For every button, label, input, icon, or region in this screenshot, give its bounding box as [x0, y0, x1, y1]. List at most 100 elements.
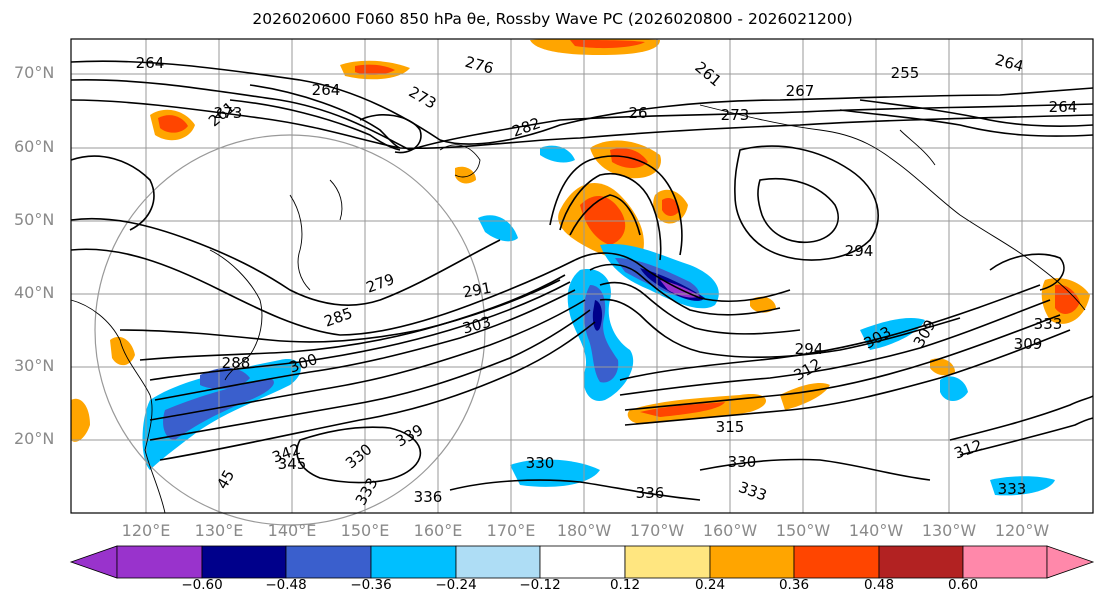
contour-line: [154, 289, 576, 401]
lon-label: 120°E: [121, 521, 171, 540]
contour-label: 309: [1014, 335, 1043, 353]
coastline: [329, 179, 343, 221]
contour-label: 255: [891, 64, 920, 82]
contour-label: 273: [214, 104, 243, 122]
coastline: [209, 249, 263, 381]
contour-line: [989, 253, 1065, 291]
colorbar-tick-label: 0.48: [863, 577, 895, 593]
contour-line: [859, 99, 1094, 127]
contour-line: [559, 173, 662, 261]
colorbar-segment: [116, 545, 203, 579]
contour-line: [149, 309, 591, 441]
colorbar: [69, 545, 1095, 579]
lon-label: 170°W: [629, 521, 685, 540]
contour-line: [149, 299, 586, 421]
coastline: [899, 129, 936, 166]
colorbar-tick-label: 0.36: [778, 577, 810, 593]
colorbar-segment: [624, 545, 711, 579]
contour-line: [249, 84, 401, 149]
grid-lines: [71, 39, 1093, 526]
shade-patch: [640, 402, 725, 417]
contour-line: [70, 155, 155, 231]
lat-label: 40°N: [14, 283, 55, 302]
lon-label: 150°E: [340, 521, 390, 540]
shade-patch: [200, 367, 250, 390]
contour-line: [229, 99, 401, 151]
shade-patch: [1055, 284, 1080, 314]
contour-lines: [70, 60, 1094, 501]
contour-line: [959, 417, 1094, 456]
contour-line: [70, 248, 576, 336]
shade-patch: [540, 145, 575, 163]
coastline-layer: [70, 104, 1086, 514]
contour-line: [619, 284, 1041, 381]
shade-patch: [592, 300, 603, 331]
coastline: [699, 104, 1086, 311]
lat-label: 70°N: [14, 63, 55, 82]
shade-patch: [570, 40, 645, 49]
colorbar-segment: [539, 545, 626, 579]
contour-label: 330: [728, 453, 757, 471]
colorbar-tick-label: 0.24: [694, 577, 726, 593]
contour-label: 264: [312, 81, 341, 99]
shade-patch: [662, 198, 680, 216]
shade-patch: [110, 336, 135, 366]
colorbar-tick-label: 0.12: [609, 577, 641, 593]
shade-patch: [580, 195, 626, 245]
lon-label: 150°W: [775, 521, 831, 540]
coastline: [70, 299, 166, 514]
lat-label: 60°N: [14, 137, 55, 156]
map-title: 2026020600 F060 850 hPa θe, Rossby Wave …: [252, 10, 853, 28]
contour-line: [139, 274, 566, 361]
contour-line: [699, 458, 931, 481]
contour-label: 333: [998, 480, 1027, 498]
colorbar-segment: [793, 545, 880, 579]
contour-line: [574, 252, 791, 303]
contour-line: [70, 78, 1094, 151]
shade-patch: [71, 398, 90, 442]
contour-line: [734, 145, 879, 261]
contour-label: 336: [414, 488, 443, 506]
contour-line: [70, 60, 1094, 145]
colorbar-segment: [878, 545, 964, 579]
contour-line: [549, 155, 683, 256]
contour-line: [70, 217, 501, 306]
lon-label: 130°E: [194, 521, 244, 540]
lon-label: 140°E: [267, 521, 317, 540]
contour-line: [599, 298, 961, 358]
shade-patch: [455, 166, 476, 184]
colorbar-tick-label: −0.48: [265, 577, 307, 593]
contour-line: [949, 395, 1094, 441]
lat-label: 20°N: [14, 429, 55, 448]
contour-line: [359, 114, 422, 154]
lat-label: 30°N: [14, 356, 55, 375]
contour-label: 294: [795, 340, 824, 358]
shade-patch: [478, 215, 518, 242]
coastline: [289, 194, 311, 291]
coastline: [439, 144, 481, 178]
contour-line: [624, 314, 1061, 411]
contour-line: [149, 281, 571, 381]
contour-line: [757, 177, 839, 244]
colorbar-segment: [709, 545, 795, 579]
lat-label: 50°N: [14, 210, 55, 229]
contour-label: 288: [222, 354, 251, 372]
colorbar-tick-label: −0.12: [519, 577, 561, 593]
contour-label: 330: [526, 454, 555, 472]
contour-line: [70, 99, 1094, 150]
lon-label: 130°W: [921, 521, 977, 540]
colorbar-tick-label: −0.60: [181, 577, 223, 593]
contour-line: [296, 426, 422, 484]
contour-line: [839, 109, 1094, 137]
contour-label: 336: [636, 484, 665, 502]
contour-label: 294: [845, 242, 874, 260]
colorbar-segment: [201, 545, 287, 579]
colorbar-segment: [370, 545, 457, 579]
contour-line: [159, 321, 596, 461]
contour-label: 267: [786, 82, 815, 100]
colorbar-segment: [962, 545, 1048, 579]
lon-label: 160°W: [702, 521, 758, 540]
contour-label: 291: [461, 279, 492, 302]
contour-line: [589, 263, 781, 316]
